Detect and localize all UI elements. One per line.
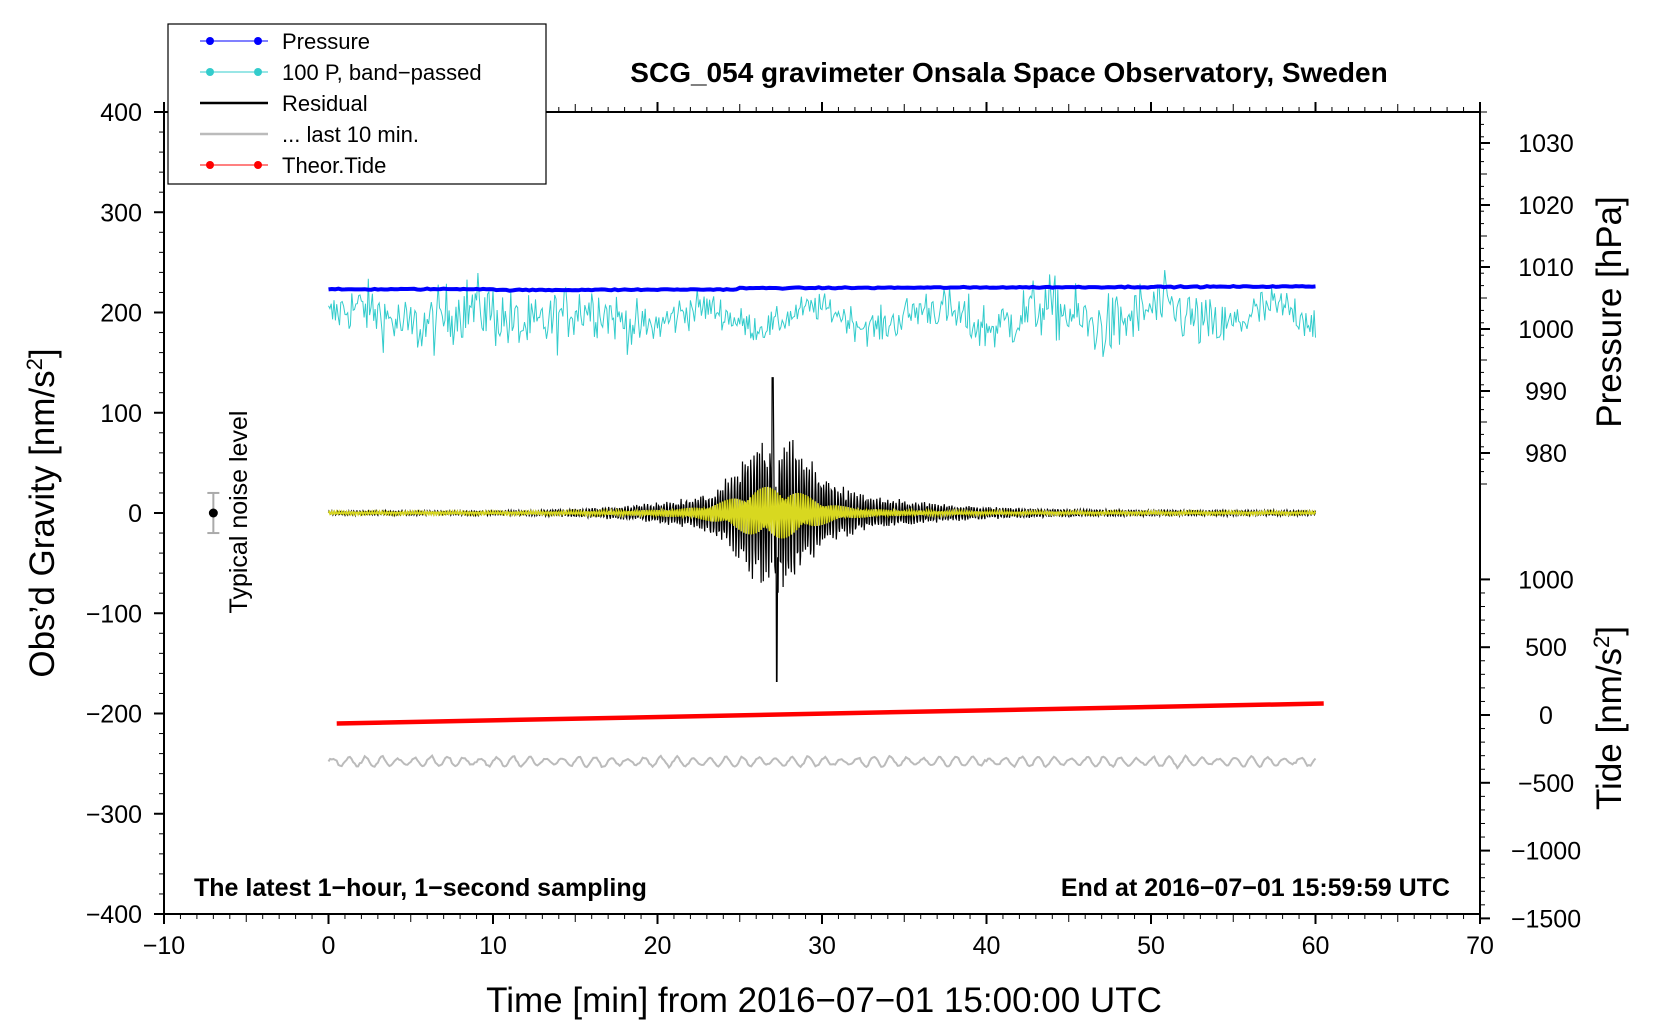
- tide-tick-label: 500: [1525, 634, 1567, 662]
- legend-marker: [254, 161, 262, 169]
- y-left-tick-label: −200: [86, 701, 142, 729]
- legend-marker: [206, 161, 214, 169]
- legend-label: Residual: [282, 91, 368, 116]
- legend-label: Theor.Tide: [282, 153, 386, 178]
- tide-tick-label: 1000: [1518, 566, 1574, 594]
- series-pressure-bandpassed: [328, 270, 1316, 357]
- series-last-10-min: [327, 754, 1317, 770]
- y-left-tick-label: 100: [100, 400, 142, 428]
- x-tick-label: 50: [1137, 932, 1165, 960]
- noise-indicator: [207, 491, 220, 535]
- pressure-tick-label: 980: [1525, 440, 1567, 468]
- tide-tick-label: −500: [1518, 770, 1574, 798]
- legend-label: ... last 10 min.: [282, 122, 419, 147]
- y-axis-tide-label: Tide [nm/s2]: [1589, 626, 1629, 810]
- sampling-annotation: The latest 1−hour, 1−second sampling: [194, 874, 647, 902]
- tide-tick-label: 0: [1539, 702, 1553, 730]
- y-left-tick-label: 400: [100, 99, 142, 127]
- x-tick-label: 70: [1466, 932, 1494, 960]
- x-tick-label: 40: [973, 932, 1001, 960]
- y-left-tick-label: 200: [100, 300, 142, 328]
- x-tick-label: 30: [808, 932, 836, 960]
- pressure-tick-label: 1020: [1518, 192, 1574, 220]
- legend-marker: [254, 37, 262, 45]
- y-left-tick-label: −100: [86, 600, 142, 628]
- y-left-tick-label: 0: [128, 500, 142, 528]
- x-tick-label: −10: [143, 932, 185, 960]
- tide-tick-label: −1000: [1511, 838, 1581, 866]
- end-time-annotation: End at 2016−07−01 15:59:59 UTC: [1061, 874, 1450, 902]
- x-tick-label: 0: [322, 932, 336, 960]
- x-tick-label: 60: [1302, 932, 1330, 960]
- tide-label-text: Tide [nm/s: [1590, 648, 1629, 810]
- pressure-tick-label: 990: [1525, 378, 1567, 406]
- x-tick-label: 10: [479, 932, 507, 960]
- tide-tick-label: −1500: [1511, 905, 1581, 933]
- series-residual: [327, 377, 1317, 682]
- legend-marker: [206, 37, 214, 45]
- y-axis-left-label: Obs’d Gravity [nm/s2]: [22, 348, 62, 677]
- noise-level-label: Typical noise level: [225, 411, 253, 614]
- series-layer: [327, 270, 1324, 770]
- series-residual-filtered: [327, 486, 1317, 539]
- y-axis-pressure-label: Pressure [hPa]: [1590, 196, 1629, 428]
- x-tick-label: 20: [644, 932, 672, 960]
- series-pressure: [328, 284, 1316, 293]
- y-left-label-sup: 2: [22, 358, 47, 370]
- y-left-tick-label: −300: [86, 801, 142, 829]
- legend-marker: [206, 68, 214, 76]
- legend-label: 100 P, band−passed: [282, 60, 482, 85]
- y-left-tick-label: −400: [86, 901, 142, 929]
- pressure-tick-label: 1010: [1518, 254, 1574, 282]
- x-axis-label: Time [min] from 2016−07−01 15:00:00 UTC: [486, 981, 1162, 1020]
- legend-label: Pressure: [282, 29, 370, 54]
- chart-title: SCG_054 gravimeter Onsala Space Observat…: [630, 57, 1387, 88]
- legend-marker: [254, 68, 262, 76]
- noise-bar-dot: [208, 508, 218, 518]
- pressure-tick-label: 1000: [1518, 316, 1574, 344]
- y-left-tick-label: 300: [100, 199, 142, 227]
- legend: Pressure 100 P, band−passed Residual ... la…: [167, 23, 547, 185]
- series-theoretical-tide: [336, 701, 1324, 726]
- y-left-label-text: Obs’d Gravity [nm/s: [23, 370, 62, 677]
- pressure-tick-label: 1030: [1518, 130, 1574, 158]
- tide-label-sup: 2: [1589, 636, 1614, 648]
